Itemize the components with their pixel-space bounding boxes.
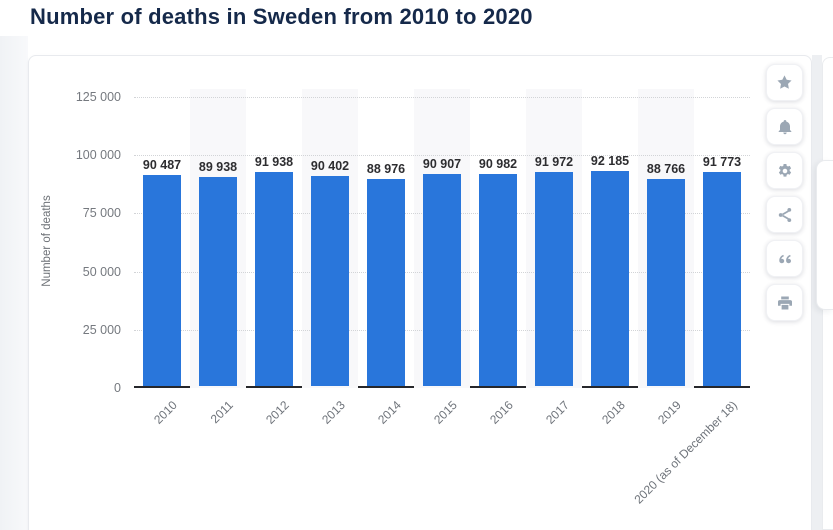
y-tick-label: 0 (114, 381, 121, 395)
bar-value-label: 89 938 (198, 160, 238, 174)
bar-2015[interactable] (423, 174, 461, 386)
bar-2014[interactable] (367, 179, 405, 386)
quote-icon (778, 254, 791, 263)
share-icon (778, 207, 791, 222)
bar-value-label: 91 972 (534, 155, 574, 169)
gridline (134, 155, 750, 157)
bar-2013[interactable] (311, 176, 349, 386)
bar-2011[interactable] (199, 177, 237, 386)
y-tick-label: 25 000 (82, 322, 121, 337)
action-toolbar (766, 64, 803, 328)
y-axis: 0 25 000 50 000 75 000 100 000 125 000 (29, 89, 121, 395)
print-button[interactable] (766, 284, 803, 321)
bar-2012[interactable] (255, 172, 293, 386)
page-title: Number of deaths in Sweden from 2010 to … (30, 4, 533, 29)
y-tick-label: 100 000 (75, 148, 121, 163)
bar-2016[interactable] (479, 174, 517, 386)
bar-2019[interactable] (647, 179, 685, 386)
bar-value-label: 90 402 (310, 159, 350, 173)
bar-2017[interactable] (535, 172, 573, 386)
bar-value-label: 90 982 (478, 157, 518, 171)
plot-area: 90 487 2010 89 938 2011 91 938 2012 90 402 2013… (134, 89, 750, 506)
gear-icon (778, 163, 791, 177)
bar-2018[interactable] (591, 171, 629, 386)
bar-value-label: 88 976 (366, 162, 406, 176)
x-tick-label: 2010 (151, 398, 180, 427)
bell-icon (778, 119, 791, 134)
page-background-strip (0, 36, 28, 530)
y-tick-label: 50 000 (82, 264, 121, 279)
bar-2020[interactable] (703, 172, 741, 386)
bar-value-label: 92 185 (590, 154, 630, 168)
favorite-button[interactable] (766, 64, 803, 101)
y-tick-label: 75 000 (82, 206, 121, 221)
settings-button[interactable] (766, 152, 803, 189)
bar-2010[interactable] (143, 175, 181, 386)
printer-icon (777, 296, 792, 309)
statistic-chart-card: Number of deaths 0 25 000 50 000 75 000 100 … (28, 55, 812, 530)
bar-value-label: 91 773 (702, 155, 742, 169)
cite-button[interactable] (766, 240, 803, 277)
share-button[interactable] (766, 196, 803, 233)
bar-value-label: 90 487 (142, 158, 182, 172)
star-icon (777, 75, 792, 89)
alerts-button[interactable] (766, 108, 803, 145)
y-tick-label: 125 000 (75, 90, 121, 104)
gridline (134, 97, 750, 98)
bar-value-label: 90 907 (422, 157, 462, 171)
side-panel-tab[interactable] (816, 160, 833, 310)
bar-value-label: 91 938 (254, 155, 294, 169)
bar-value-label: 88 766 (646, 162, 686, 176)
